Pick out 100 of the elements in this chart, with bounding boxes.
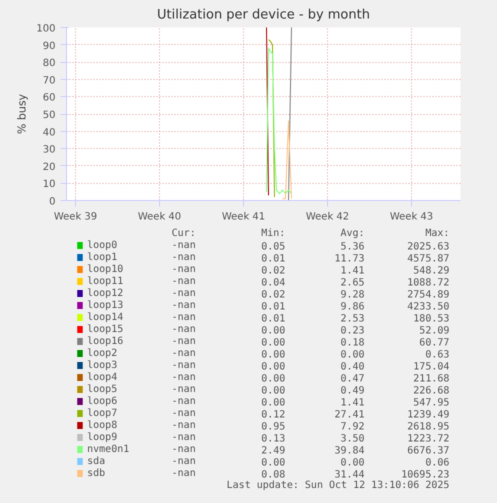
text: 0.63	[425, 350, 450, 360]
legend-label: loop9	[87, 432, 118, 443]
legend-label: loop16	[87, 336, 124, 347]
y-tick-label: 20	[42, 162, 56, 173]
text: -nan	[172, 348, 196, 359]
text: 180.53	[413, 314, 450, 324]
legend-label: loop8	[87, 420, 118, 431]
legend-label: nvme0n1	[87, 444, 130, 455]
text: 0.02	[261, 266, 286, 276]
y-tick-label: 90	[42, 40, 56, 52]
text: -nan	[172, 456, 196, 467]
text: -nan	[172, 312, 196, 323]
text: 0.01	[261, 254, 286, 264]
text: 0.04	[261, 278, 286, 288]
text: 0.47	[340, 374, 365, 384]
text: -nan	[172, 336, 196, 347]
text: 0.40	[340, 362, 365, 372]
text: 1088.72	[407, 278, 450, 288]
text: -nan	[172, 468, 196, 479]
legend-label: loop13	[87, 300, 124, 311]
x-tick-label: Week 41	[222, 212, 266, 222]
legend-label: loop7	[87, 408, 118, 419]
text: 0.01	[261, 302, 286, 312]
text: Last update: Sun Oct 12 13:10:06 2025	[226, 480, 450, 491]
text: 0.49	[340, 386, 365, 396]
text: -nan	[172, 324, 196, 335]
text: -nan	[172, 240, 196, 251]
text: 0.00	[261, 350, 286, 360]
text: 10695.23	[401, 470, 450, 480]
text: -nan	[172, 300, 196, 311]
text: Cur:	[172, 228, 196, 239]
y-tick-label: 0	[49, 196, 56, 208]
text: Avg:	[340, 228, 365, 239]
x-tick-label: Week 40	[138, 212, 182, 222]
text: 0.00	[340, 458, 365, 468]
text: -nan	[172, 420, 196, 431]
legend-label: loop11	[87, 276, 124, 287]
text: 226.68	[413, 386, 450, 396]
text: 0.02	[261, 290, 286, 300]
text: 0.06	[425, 458, 450, 468]
text: 0.05	[261, 242, 286, 252]
text: 0.00	[261, 374, 286, 384]
text: 547.95	[413, 398, 450, 408]
text: 31.44	[334, 470, 365, 480]
text: 175.04	[413, 362, 450, 372]
y-tick-label: 100	[36, 24, 56, 34]
y-tick-label: 30	[42, 144, 56, 156]
text: 9.86	[340, 302, 365, 312]
legend-label: sdb	[87, 468, 106, 479]
text: 0.00	[261, 458, 286, 468]
legend-label: loop0	[87, 240, 118, 251]
text: 39.84	[334, 446, 365, 456]
y-tick-label: 60	[42, 92, 56, 104]
text: 1.41	[340, 266, 365, 276]
legend-label: loop5	[87, 384, 118, 395]
text: 0.00	[261, 338, 286, 348]
text: 1.41	[340, 398, 365, 408]
text: 2618.95	[407, 422, 450, 432]
text: 2025.63	[407, 242, 450, 252]
y-tick-label: 40	[42, 127, 56, 138]
legend-label: loop2	[87, 348, 118, 359]
x-tick-label: Week 39	[54, 212, 98, 222]
text: 0.00	[261, 362, 286, 372]
text: 1223.72	[407, 434, 450, 444]
text: -nan	[172, 276, 196, 287]
legend-label: loop14	[87, 312, 124, 323]
y-tick-label: 70	[42, 75, 56, 86]
legend-label: loop10	[87, 264, 124, 275]
text: 52.09	[419, 326, 450, 336]
text: 0.00	[340, 350, 365, 360]
text: 2754.89	[407, 290, 450, 300]
text: -nan	[172, 264, 196, 275]
line-series	[266, 48, 292, 194]
text: Min:	[261, 228, 286, 239]
text: -nan	[172, 408, 196, 419]
text: 7.92	[340, 422, 365, 432]
legend-label: loop4	[87, 372, 118, 383]
text: 4575.87	[407, 254, 450, 264]
text: 4233.50	[407, 302, 450, 312]
text: -nan	[172, 360, 196, 371]
text: -nan	[172, 432, 196, 443]
text: 3.50	[340, 434, 365, 444]
text: 548.29	[413, 266, 450, 276]
text: -nan	[172, 444, 196, 455]
text: 0.08	[261, 470, 286, 480]
legend-label: loop12	[87, 288, 124, 299]
x-tick-label: Week 43	[390, 212, 434, 222]
text: 0.18	[340, 338, 365, 348]
text: 11.73	[334, 254, 365, 264]
text: -nan	[172, 252, 196, 263]
text: 9.28	[340, 290, 365, 300]
y-tick-label: 80	[42, 58, 56, 70]
legend-label: loop3	[87, 360, 118, 371]
chart-title: Utilization per device - by month	[157, 8, 370, 22]
text: 0.00	[261, 326, 286, 336]
text: 0.00	[261, 398, 286, 408]
text: -nan	[172, 396, 196, 407]
text: 2.53	[340, 314, 365, 324]
text: Max:	[425, 228, 450, 239]
text: -nan	[172, 288, 196, 299]
